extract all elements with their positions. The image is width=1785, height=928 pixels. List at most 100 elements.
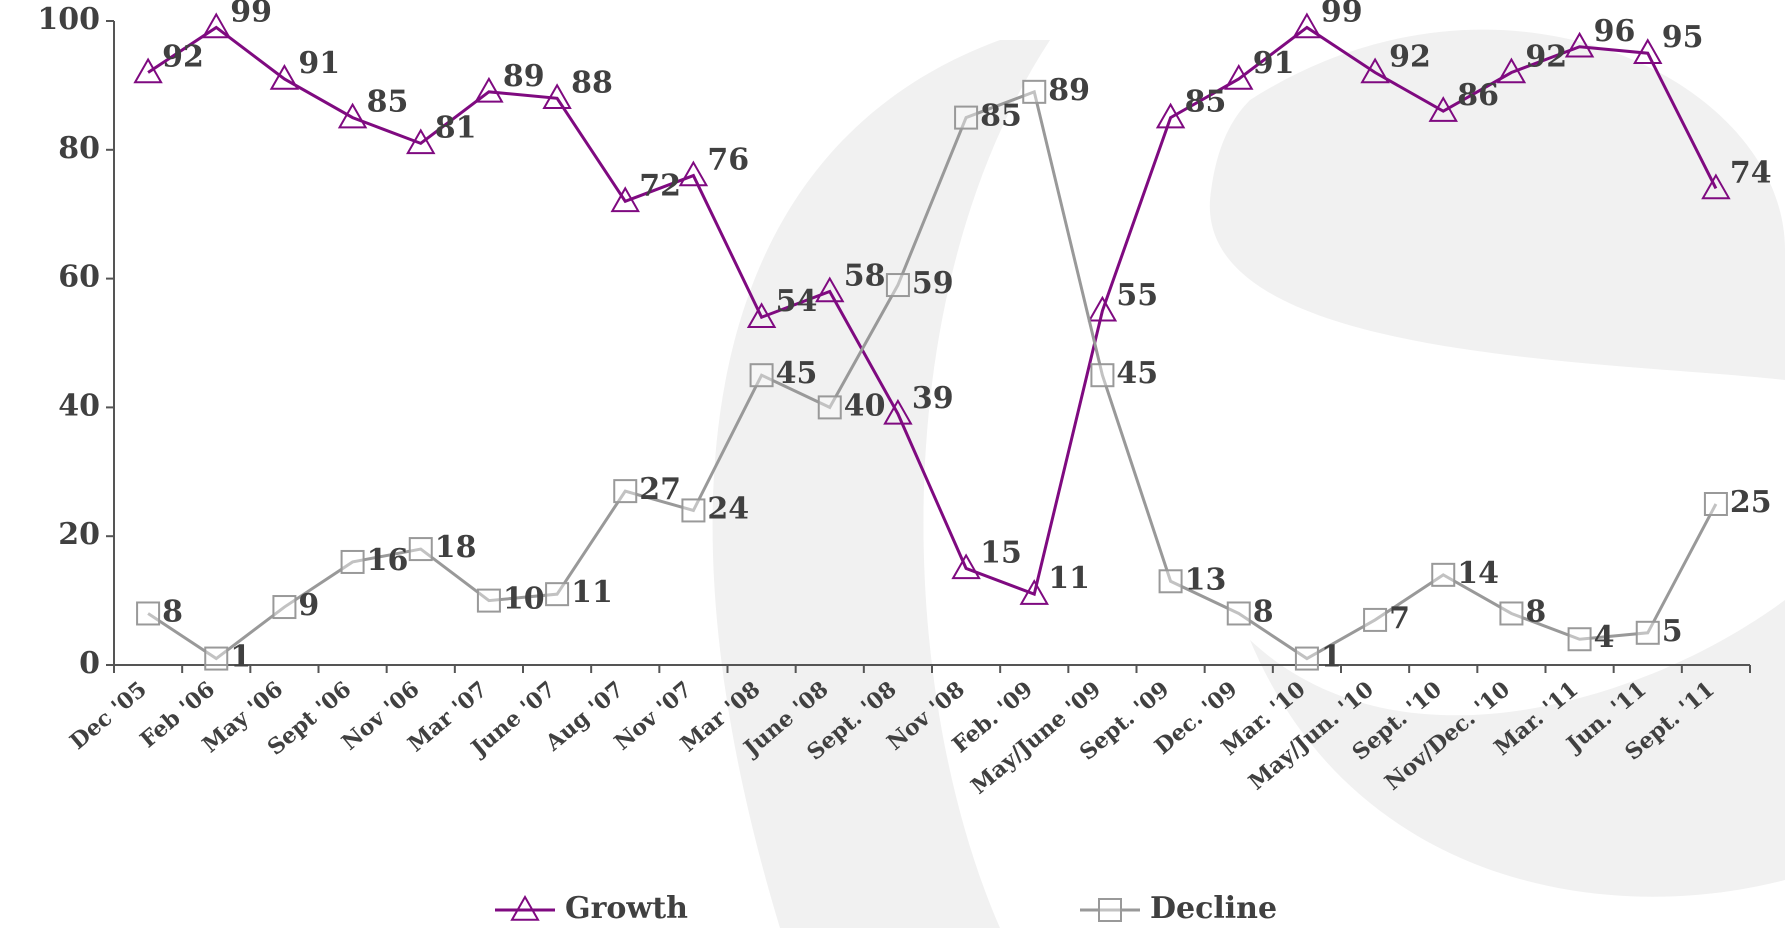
growth-marker	[201, 12, 231, 39]
decline-marker	[1431, 562, 1456, 587]
data-label: 91	[1253, 46, 1295, 81]
data-label: 10	[503, 582, 545, 617]
growth-marker	[1019, 579, 1049, 605]
decline-marker	[749, 363, 774, 388]
data-label: 5	[1662, 614, 1683, 649]
legend-label: Growth	[565, 891, 688, 926]
decline-marker	[954, 105, 979, 130]
growth-marker	[610, 186, 640, 213]
data-label: 24	[707, 491, 749, 526]
data-label: 45	[1116, 356, 1158, 391]
decline-marker	[545, 582, 570, 607]
data-label: 99	[1321, 0, 1363, 29]
y-tick-label: 20	[58, 517, 100, 552]
data-label: 92	[1525, 40, 1567, 75]
growth-marker	[1087, 295, 1118, 322]
data-label: 1	[230, 640, 251, 675]
data-label: 99	[230, 0, 272, 29]
decline-marker	[1158, 569, 1183, 594]
growth-marker	[474, 76, 504, 103]
growth-marker	[1701, 173, 1731, 200]
data-label: 55	[1116, 278, 1158, 313]
growth-marker	[883, 398, 913, 425]
data-label: 1	[1321, 640, 1342, 675]
growth-marker	[1360, 57, 1390, 84]
legend-marker	[510, 894, 540, 921]
growth-marker	[269, 63, 300, 90]
data-label: 45	[776, 356, 818, 391]
decline-marker	[1635, 620, 1660, 645]
data-label: 91	[298, 46, 340, 81]
data-label: 39	[912, 381, 954, 416]
growth-marker	[542, 83, 572, 110]
data-label: 89	[503, 59, 545, 94]
data-label: 85	[1185, 85, 1227, 120]
decline-marker	[885, 273, 910, 298]
data-label: 54	[776, 284, 818, 319]
growth-marker	[815, 276, 845, 303]
series-line	[147, 25, 1718, 597]
data-label: 86	[1457, 78, 1499, 113]
data-label: 4	[1594, 620, 1615, 655]
series: 92 99 91 85 81 89 88 72 76 54 58 39 15 11 55 85 91 99 92 86…	[133, 0, 1772, 605]
decline-marker	[1567, 627, 1592, 652]
growth-marker	[1428, 96, 1458, 122]
decline-marker	[1363, 607, 1388, 632]
growth-marker	[1292, 12, 1322, 39]
decline-marker	[1499, 601, 1524, 626]
decline-marker	[272, 595, 297, 620]
data-label: 11	[571, 575, 613, 610]
data-label: 7	[1389, 601, 1410, 636]
growth-marker	[337, 102, 368, 129]
data-label: 18	[435, 530, 477, 565]
data-label: 13	[1185, 562, 1227, 597]
growth-marker	[1224, 63, 1254, 90]
y-tick-label: 0	[79, 646, 100, 681]
decline-marker	[476, 588, 501, 613]
y-tick-label: 100	[37, 2, 100, 37]
decline-marker	[1022, 79, 1047, 104]
decline-marker	[136, 601, 161, 626]
decline-marker	[1090, 363, 1115, 388]
data-label: 89	[1048, 73, 1090, 108]
decline-marker	[817, 395, 842, 420]
data-label: 59	[912, 266, 954, 301]
data-label: 8	[1253, 594, 1274, 629]
data-label: 92	[1389, 40, 1431, 75]
data-label: 40	[844, 388, 886, 423]
decline-marker	[340, 549, 365, 574]
data-label: 14	[1457, 556, 1499, 591]
data-label: 8	[162, 594, 183, 629]
legend-label: Decline	[1150, 891, 1277, 926]
decline-marker	[1294, 646, 1319, 671]
data-label: 27	[639, 472, 681, 507]
background-decoration	[712, 29, 1785, 928]
data-label: 76	[707, 143, 749, 178]
data-label: 92	[162, 40, 204, 75]
decline-marker	[1226, 601, 1251, 626]
data-label: 85	[980, 99, 1022, 134]
growth-marker	[1564, 31, 1595, 58]
data-label: 85	[367, 85, 409, 120]
decline-marker	[1703, 492, 1728, 516]
decline-marker	[681, 498, 706, 523]
data-label: 81	[435, 110, 477, 145]
legend-marker	[1098, 898, 1122, 922]
y-tick-label: 60	[58, 260, 100, 295]
data-label: 96	[1594, 14, 1636, 49]
data-label: 8	[1525, 594, 1546, 629]
x-tick-label: Dec '05	[65, 676, 152, 755]
growth-marker	[1496, 57, 1527, 84]
growth-marker	[406, 128, 436, 155]
growth-marker	[951, 553, 981, 580]
data-label: 72	[639, 168, 681, 203]
decline-marker	[204, 646, 229, 671]
data-label: 95	[1662, 20, 1704, 55]
data-label: 15	[980, 535, 1022, 570]
growth-marker	[678, 160, 709, 187]
data-label: 9	[298, 588, 319, 623]
growth-marker	[1155, 102, 1186, 129]
data-label: 25	[1730, 485, 1772, 520]
